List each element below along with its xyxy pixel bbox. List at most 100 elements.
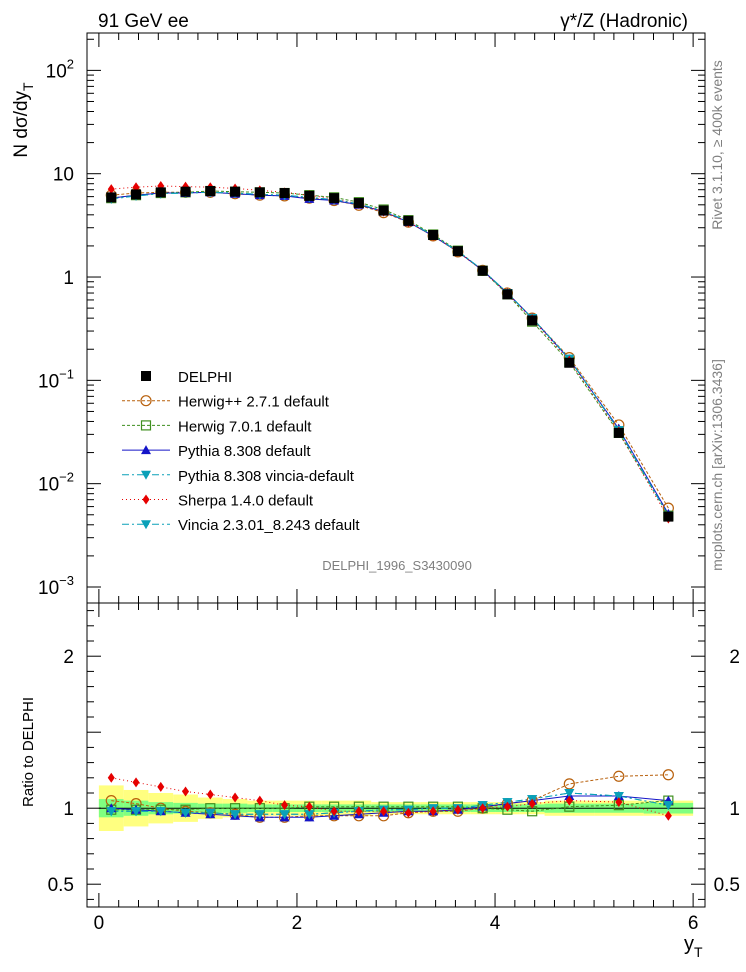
rivet-version-label: Rivet 3.1.10, ≥ 400k events bbox=[709, 60, 725, 230]
ratio-frame-bg bbox=[87, 603, 705, 907]
data-point bbox=[329, 193, 340, 204]
upper-frame-bg bbox=[87, 33, 705, 603]
series-line bbox=[111, 190, 669, 516]
ratio-point bbox=[503, 801, 511, 812]
data-point bbox=[502, 289, 513, 300]
legend-entry-vincia-6: Vincia 2.3.01_8.243 default bbox=[122, 517, 360, 534]
legend-label: DELPHI bbox=[178, 369, 232, 386]
ratio-point bbox=[281, 800, 289, 811]
x-axis-label-base: y bbox=[684, 933, 694, 955]
data-point bbox=[403, 215, 414, 226]
ratio-point bbox=[131, 807, 142, 817]
ratio-point bbox=[107, 772, 115, 783]
y-tick-label: 102 bbox=[46, 56, 74, 82]
ratio-point bbox=[564, 789, 575, 798]
ratio-point bbox=[182, 786, 190, 797]
ratio-point bbox=[454, 804, 462, 815]
legend-label: Vincia 2.3.01_8.243 default bbox=[178, 517, 360, 534]
y-tick-label-base: 10 bbox=[38, 578, 59, 599]
x-tick-label: 4 bbox=[490, 913, 501, 934]
y-tick-label-exp: 2 bbox=[67, 56, 74, 71]
legend-label: Pythia 8.308 default bbox=[178, 443, 311, 460]
legend-marker bbox=[140, 420, 152, 431]
ratio-point bbox=[479, 803, 487, 814]
ratio-point bbox=[155, 807, 166, 817]
ratio-point bbox=[231, 792, 239, 803]
ratio-point bbox=[355, 806, 363, 817]
data-point bbox=[254, 187, 265, 198]
legend-entry-sherpa-5: Sherpa 1.4.0 default bbox=[122, 493, 314, 510]
legend-entry-pythia-3: Pythia 8.308 default bbox=[122, 443, 311, 460]
data-point bbox=[304, 190, 315, 201]
ratio-y-tick-label: 0.5 bbox=[48, 875, 74, 896]
legend-label: Herwig 7.0.1 default bbox=[178, 418, 312, 435]
data-point bbox=[452, 246, 463, 257]
ratio-point bbox=[380, 806, 388, 817]
y-tick-label-exp: −2 bbox=[59, 470, 74, 485]
ratio-point bbox=[254, 810, 265, 820]
legend-entry-herwig7-2: Herwig 7.0.1 default bbox=[122, 418, 312, 435]
ratio-point bbox=[613, 792, 624, 802]
ratio-point bbox=[563, 778, 575, 790]
data-point bbox=[205, 186, 216, 197]
ratio-y-tick-label: 2 bbox=[63, 647, 74, 668]
x-tick-label: 2 bbox=[292, 913, 303, 934]
upper-series-layer bbox=[105, 181, 674, 524]
ratio-point bbox=[615, 797, 623, 808]
legend-marker bbox=[141, 470, 151, 480]
data-point bbox=[663, 511, 674, 522]
legend-entry-vincia-4: Pythia 8.308 vincia-default bbox=[122, 468, 355, 485]
ratio-point bbox=[662, 769, 674, 781]
data-point bbox=[613, 427, 624, 438]
upper-y-axis-label: N dσ/dyT bbox=[11, 82, 36, 158]
ratio-point bbox=[206, 789, 214, 800]
legend-label: Sherpa 1.4.0 default bbox=[178, 493, 314, 510]
ratio-point bbox=[404, 807, 412, 818]
legend-marker bbox=[141, 520, 151, 530]
data-point bbox=[378, 205, 389, 216]
x-tick-label: 0 bbox=[94, 913, 105, 934]
ratio-point bbox=[565, 795, 573, 806]
legend-marker bbox=[141, 371, 151, 381]
y-tick-label-base: 1 bbox=[63, 268, 74, 289]
x-axis-label: yT bbox=[684, 933, 703, 960]
y-tick-label: 10−3 bbox=[38, 573, 74, 599]
mcplots-label: mcplots.cern.ch [arXiv:1306.3436] bbox=[709, 359, 725, 571]
analysis-watermark: DELPHI_1996_S3430090 bbox=[322, 558, 472, 573]
ratio-point bbox=[429, 806, 437, 817]
legend-entry-herwigpp-1: Herwig++ 2.7.1 default bbox=[122, 394, 330, 411]
ratio-y-tick-label: 1 bbox=[63, 799, 74, 820]
ratio-axes: 2 2 1 1 0.5 0.5 0 2 4 6 bbox=[48, 602, 740, 934]
ratio-point bbox=[304, 810, 315, 820]
data-point bbox=[527, 315, 538, 326]
data-point bbox=[564, 357, 575, 368]
x-tick-label: 6 bbox=[688, 913, 699, 934]
y-tick-label-exp: −1 bbox=[59, 366, 74, 381]
ratio-point bbox=[305, 801, 313, 812]
ratio-point bbox=[279, 810, 290, 820]
x-axis-label-sub: T bbox=[694, 944, 703, 960]
y-tick-label-base: 10 bbox=[53, 165, 74, 186]
data-point bbox=[428, 230, 439, 241]
y-tick-label-exp: −3 bbox=[59, 573, 74, 588]
y-tick-label: 10−1 bbox=[38, 366, 74, 392]
series-herwig7-2 bbox=[111, 190, 669, 516]
ratio-point bbox=[106, 807, 117, 817]
ratio-point bbox=[157, 781, 165, 792]
data-point bbox=[106, 192, 117, 203]
legend-marker bbox=[142, 494, 150, 505]
legend-label: Pythia 8.308 vincia-default bbox=[178, 468, 355, 485]
data-point bbox=[131, 189, 142, 200]
ratio-markers-sherpa-4 bbox=[107, 772, 672, 821]
legend-entry-delphi-0: DELPHI bbox=[141, 369, 232, 386]
ratio-y-tick-label-right: 0.5 bbox=[714, 875, 740, 896]
ratio-plot-area bbox=[87, 603, 705, 907]
ratio-point bbox=[663, 801, 674, 811]
legend-marker bbox=[140, 395, 152, 407]
ratio-point bbox=[132, 777, 140, 788]
data-point bbox=[107, 184, 115, 195]
ratio-y-tick-label-right: 1 bbox=[729, 799, 740, 820]
y-tick-label-base: 10 bbox=[46, 61, 67, 82]
